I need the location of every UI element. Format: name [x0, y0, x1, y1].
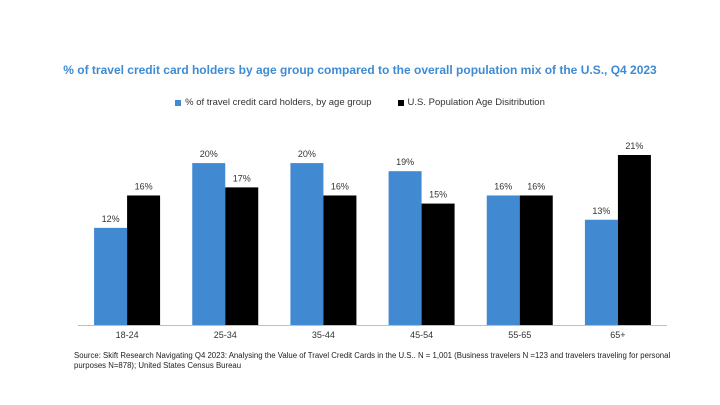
bar-card-holders-45-54 — [388, 171, 422, 325]
data-label-card-holders-18-24: 12% — [102, 214, 120, 224]
data-label-card-holders-35-44: 20% — [298, 149, 316, 159]
legend-item-card-holders: % of travel credit card holders, by age … — [175, 97, 372, 108]
legend-swatch-card-holders — [175, 99, 182, 106]
data-label-population-18-24: 16% — [135, 181, 153, 191]
bar-card-holders-55-65 — [486, 195, 520, 325]
x-tick-label-55-65: 55-65 — [508, 330, 531, 340]
legend-label-population: U.S. Population Age Disitribution — [407, 97, 545, 108]
bar-population-25-34 — [225, 187, 259, 325]
data-label-population-45-54: 15% — [429, 190, 447, 200]
data-label-population-25-34: 17% — [233, 173, 251, 183]
data-label-population-65+: 21% — [625, 141, 643, 151]
data-label-population-35-44: 16% — [331, 181, 349, 191]
bar-population-65+ — [617, 155, 651, 325]
legend-swatch-population — [397, 99, 404, 106]
legend: % of travel credit card holders, by age … — [0, 97, 720, 108]
data-label-card-holders-65+: 13% — [592, 206, 610, 216]
bar-population-45-54 — [421, 203, 455, 325]
legend-item-population: U.S. Population Age Disitribution — [397, 97, 545, 108]
bar-population-18-24 — [127, 195, 161, 325]
data-label-population-55-65: 16% — [527, 181, 545, 191]
bar-card-holders-65+ — [584, 219, 618, 325]
bar-population-55-65 — [519, 195, 553, 325]
chart-title: % of travel credit card holders by age g… — [63, 63, 657, 77]
data-label-card-holders-55-65: 16% — [494, 181, 512, 191]
x-tick-label-45-54: 45-54 — [410, 330, 433, 340]
bar-card-holders-35-44 — [290, 163, 324, 325]
data-label-card-holders-25-34: 20% — [200, 149, 218, 159]
x-tick-label-18-24: 18-24 — [116, 330, 139, 340]
bar-card-holders-25-34 — [192, 163, 226, 325]
bar-card-holders-18-24 — [94, 227, 128, 325]
x-tick-label-65+: 65+ — [610, 330, 625, 340]
source-note: Source: Skift Research Navigating Q4 202… — [74, 351, 671, 370]
bar-population-35-44 — [323, 195, 357, 325]
x-tick-label-25-34: 25-34 — [214, 330, 237, 340]
x-tick-label-35-44: 35-44 — [312, 330, 335, 340]
legend-label-card-holders: % of travel credit card holders, by age … — [185, 97, 372, 108]
data-label-card-holders-45-54: 19% — [396, 157, 414, 167]
